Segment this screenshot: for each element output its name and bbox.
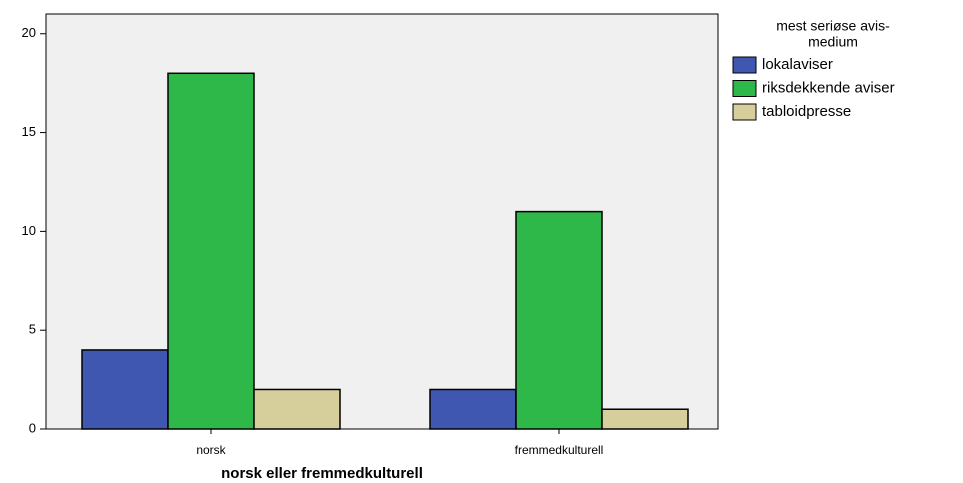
- legend-title: medium: [808, 34, 858, 50]
- legend-title: mest seriøse avis-: [776, 18, 890, 34]
- x-axis-label: norsk eller fremmedkulturell: [221, 465, 423, 482]
- bar: [81, 349, 169, 430]
- bar: [429, 388, 517, 430]
- bar: [253, 388, 341, 430]
- x-tick-label: fremmedkulturell: [515, 443, 604, 457]
- legend-label: riksdekkende aviser: [762, 79, 895, 96]
- bar: [601, 408, 689, 430]
- bar: [515, 210, 603, 430]
- y-tick-label: 15: [22, 124, 36, 139]
- legend-swatch: [732, 56, 757, 74]
- y-tick-label: 20: [22, 25, 36, 40]
- legend-swatch: [732, 103, 757, 121]
- y-tick-label: 0: [29, 420, 36, 435]
- x-tick-label: norsk: [196, 443, 226, 457]
- legend-label: lokalaviser: [762, 56, 833, 73]
- bar: [167, 72, 255, 430]
- legend-swatch: [732, 80, 757, 97]
- legend-label: tabloidpresse: [762, 103, 851, 120]
- y-tick-label: 10: [22, 223, 36, 238]
- y-tick-label: 5: [29, 322, 36, 337]
